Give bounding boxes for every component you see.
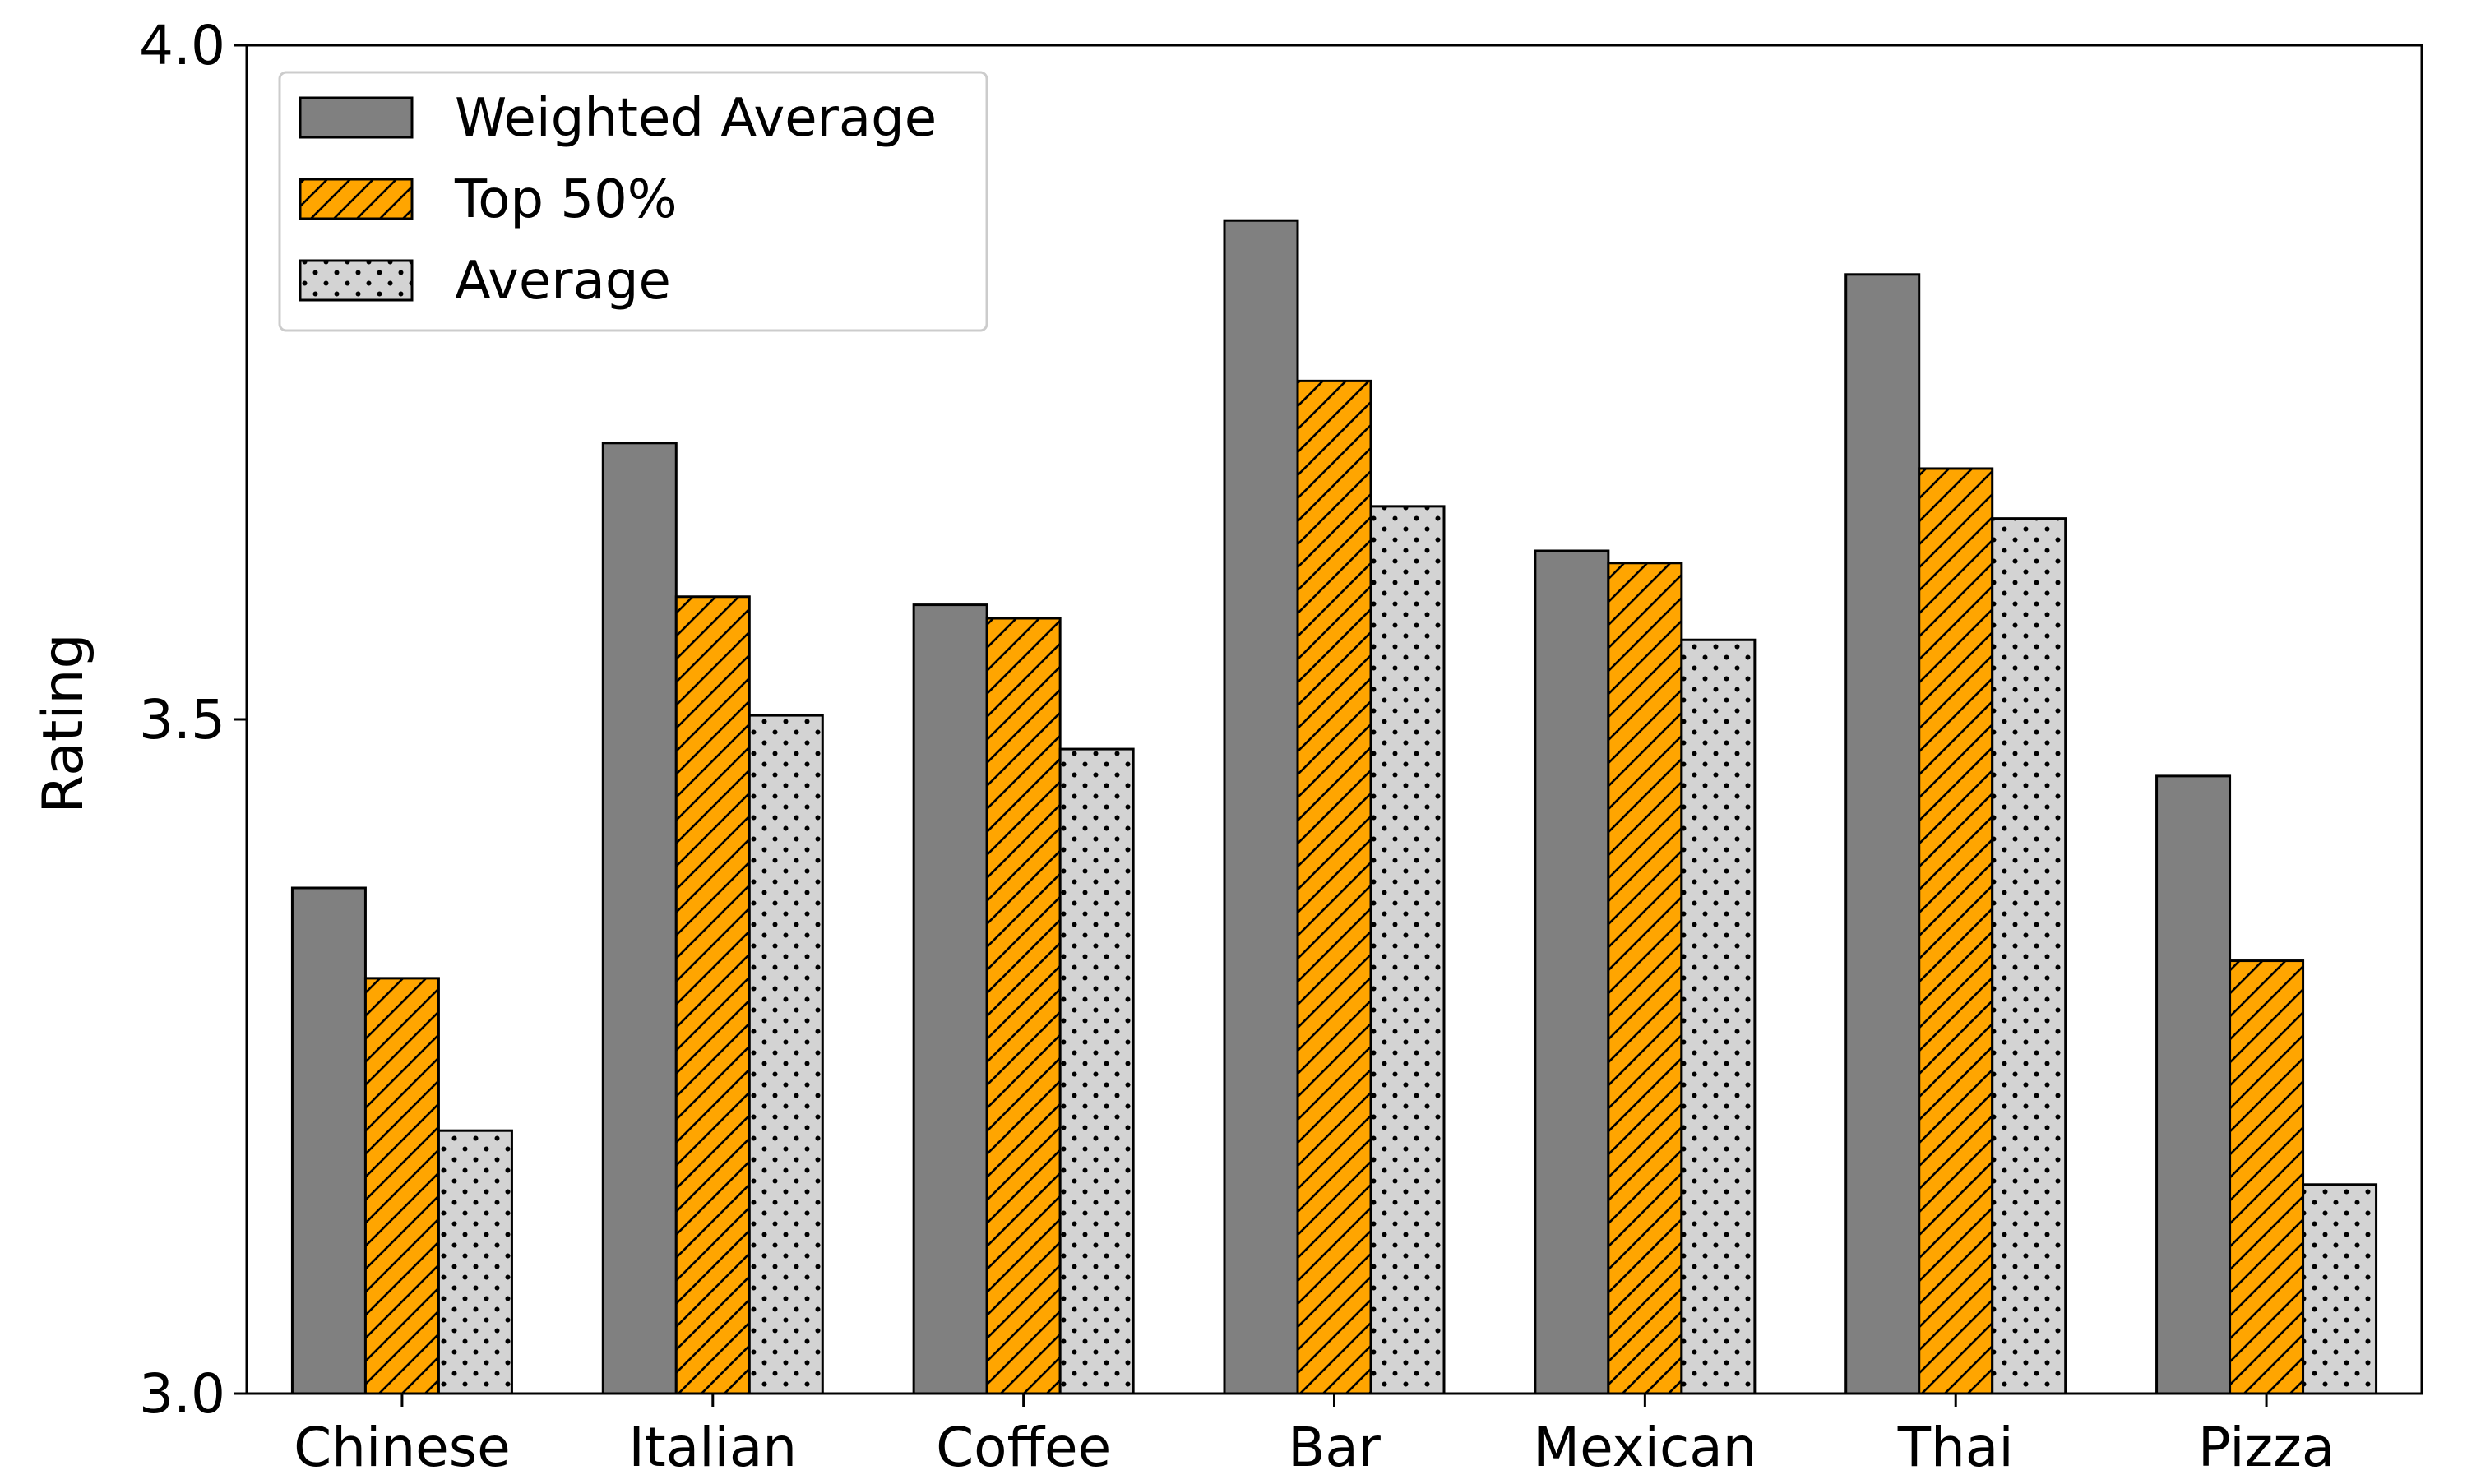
x-tick-label: Mexican	[1533, 1416, 1757, 1479]
bar-top-50--pizza	[2229, 959, 2305, 1395]
bar-average-pizza	[2302, 1183, 2378, 1395]
y-axis-label: Rating	[31, 633, 96, 813]
bar-average-mexican	[1680, 638, 1757, 1395]
bar-average-italian	[748, 714, 824, 1395]
bar-weighted-average-bar	[1223, 219, 1299, 1395]
y-tick-label: 3.5	[139, 688, 225, 751]
bar-top-50--mexican	[1607, 562, 1683, 1395]
bar-weighted-average-pizza	[2155, 774, 2232, 1395]
bar-weighted-average-thai	[1844, 273, 1921, 1395]
legend-label: Average	[455, 251, 671, 312]
bars-layer	[290, 219, 2378, 1395]
bar-top-50--coffee	[985, 617, 1062, 1395]
legend: Weighted Average Top 50% Average	[278, 71, 988, 332]
bar-top-50--chinese	[363, 977, 440, 1395]
y-tick-label: 4.0	[139, 14, 225, 77]
x-tick-label: Bar	[1288, 1416, 1382, 1479]
bar-average-coffee	[1058, 747, 1135, 1395]
bar-weighted-average-chinese	[290, 886, 367, 1395]
x-tick-label: Pizza	[2198, 1416, 2335, 1479]
legend-swatch	[299, 96, 414, 139]
axes-layer: 3.0 3.5 4.0 Chinese Italian Coffee Bar Mexican T…	[139, 14, 2423, 1479]
y-tick-label: 3.0	[139, 1362, 225, 1426]
x-tick-label: Chinese	[294, 1416, 511, 1479]
bar-weighted-average-coffee	[912, 603, 988, 1395]
legend-label: Weighted Average	[455, 88, 937, 149]
bar-top-50--italian	[674, 595, 751, 1395]
bar-weighted-average-italian	[601, 442, 678, 1395]
bar-average-bar	[1369, 505, 1446, 1395]
legend-swatch	[299, 178, 414, 220]
bar-average-thai	[1991, 517, 2067, 1395]
legend-label: Top 50%	[454, 169, 678, 230]
bar-average-chinese	[437, 1129, 513, 1395]
legend-swatch	[299, 259, 414, 302]
legend-frame	[278, 71, 988, 332]
bar-top-50--bar	[1296, 379, 1372, 1395]
x-tick-label: Italian	[628, 1416, 797, 1479]
x-tick-label: Thai	[1897, 1416, 2014, 1479]
bar-top-50--thai	[1918, 467, 1994, 1395]
x-tick-label: Coffee	[936, 1416, 1111, 1479]
bar-weighted-average-mexican	[1534, 549, 1610, 1395]
